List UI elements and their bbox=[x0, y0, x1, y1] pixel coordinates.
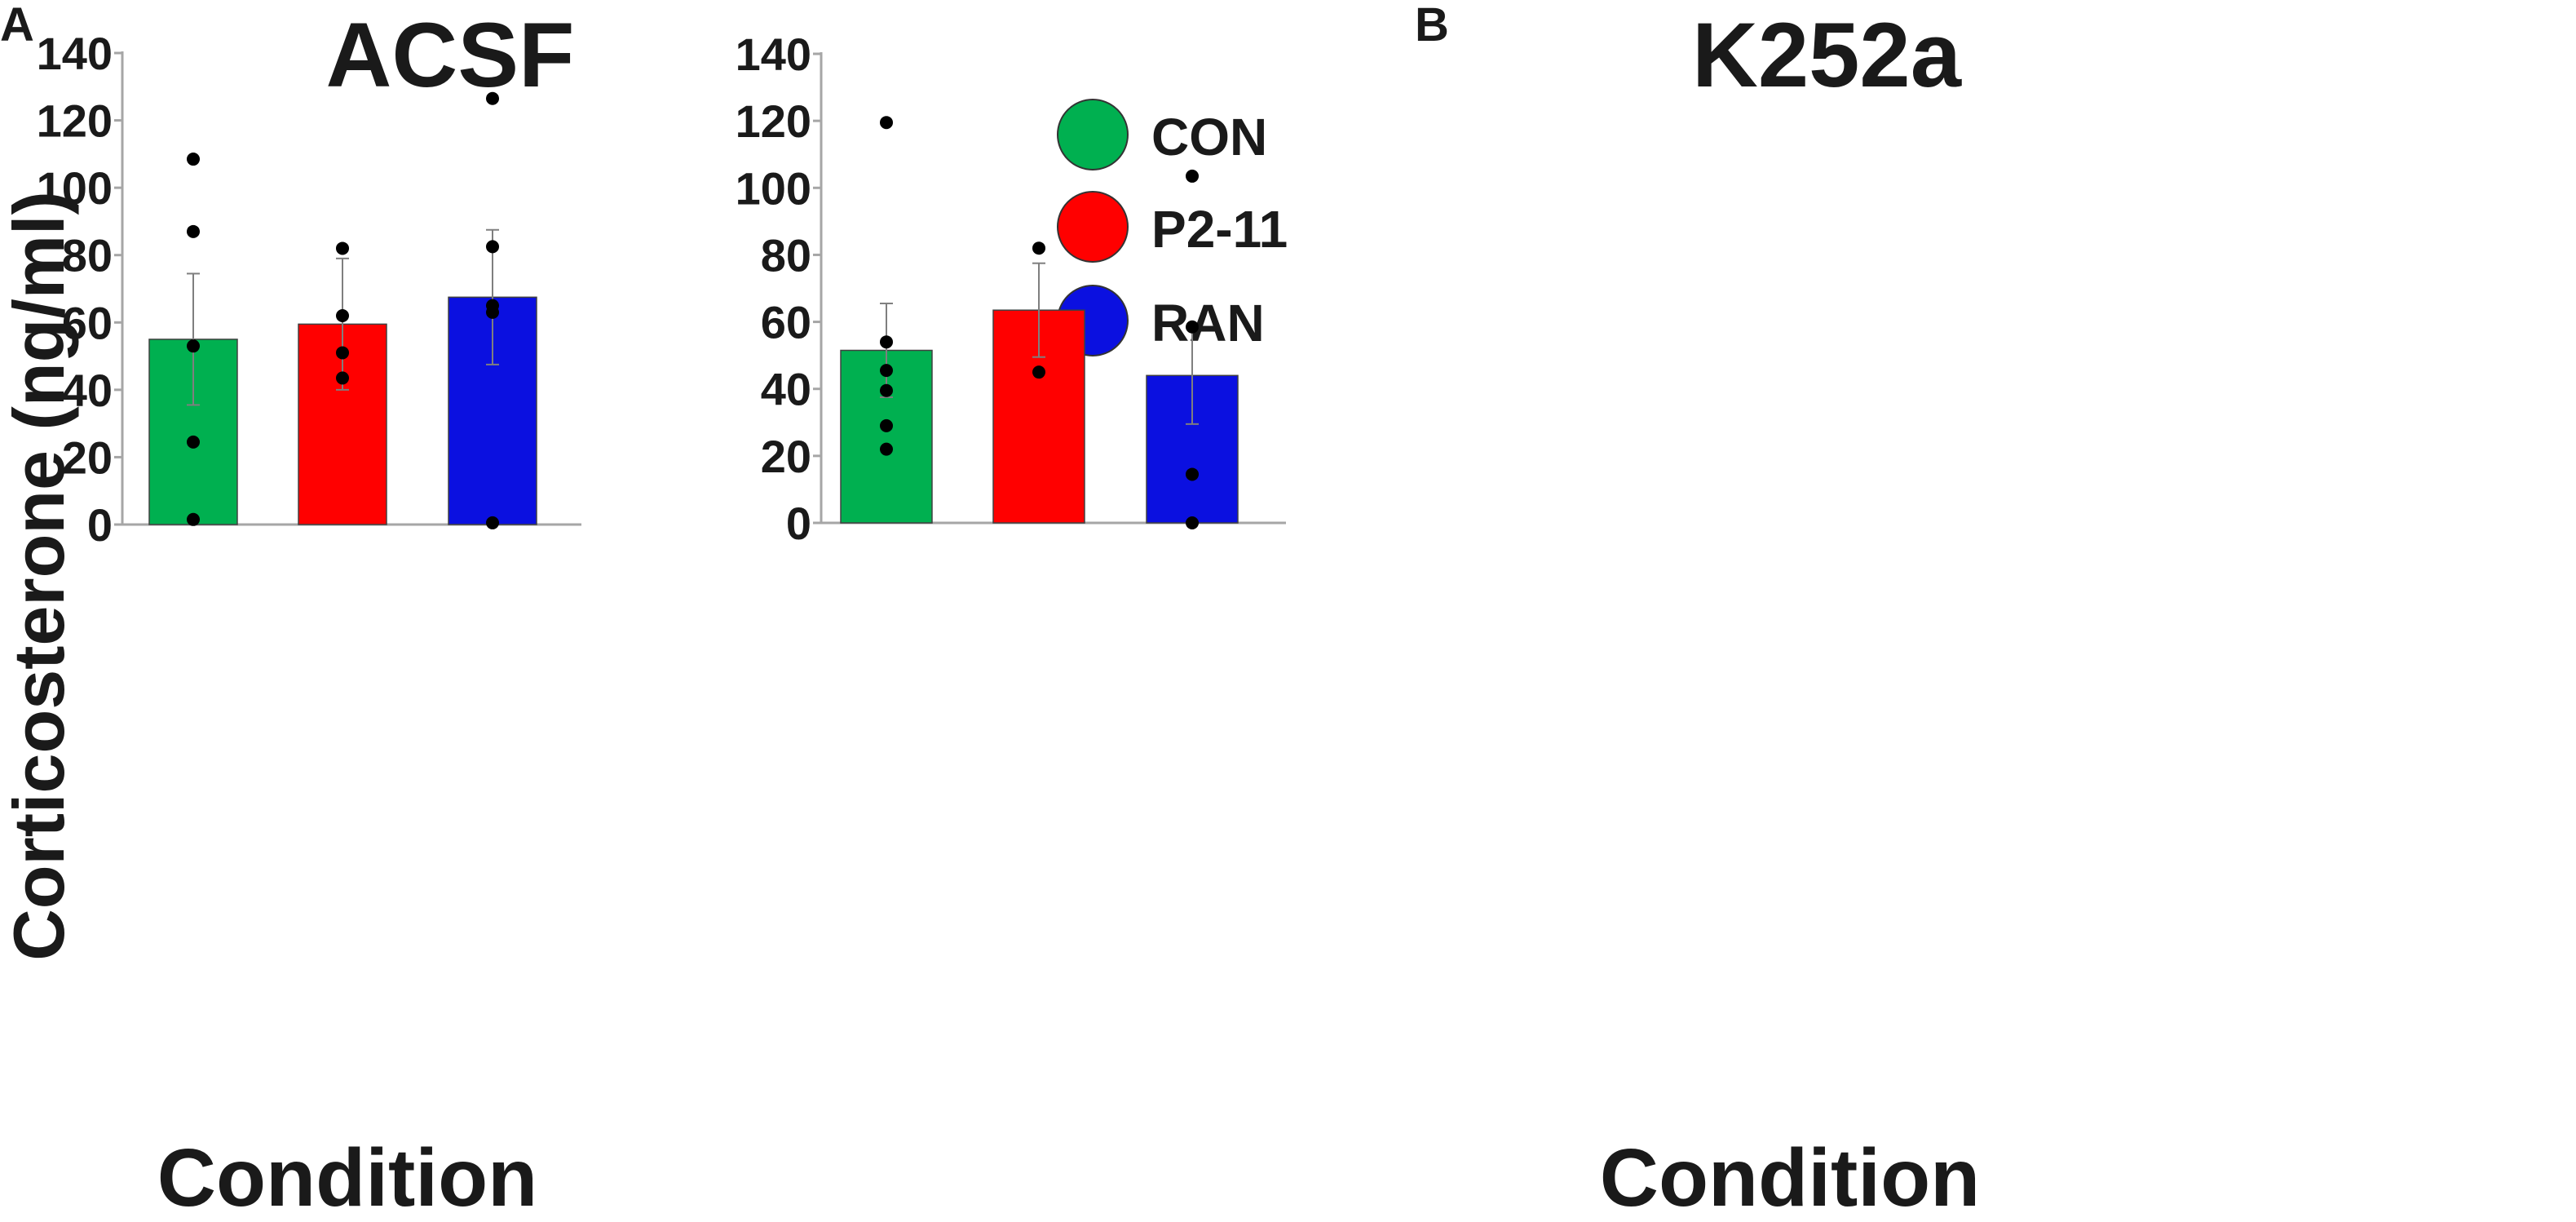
panel-a-plot: 0 20 40 60 80 100 120 140 bbox=[37, 28, 581, 551]
panel-b-data-point bbox=[1186, 320, 1199, 334]
panel-a-data-point bbox=[187, 339, 200, 353]
panel-b-data-point bbox=[880, 335, 893, 349]
panel-b-y-tick-label: 40 bbox=[761, 364, 811, 415]
panel-b-data-point bbox=[1186, 467, 1199, 481]
panel-b-data-point bbox=[880, 383, 893, 397]
panel-b-letter: B bbox=[1415, 0, 1449, 51]
panel-a-data-point bbox=[486, 91, 499, 105]
panel-b-data-point bbox=[880, 418, 893, 432]
panel-a-y-tick-label: 0 bbox=[87, 499, 113, 551]
panel-a-ylabel: Corticosterone (ng/ml) bbox=[0, 191, 79, 961]
panel-a-data-point bbox=[187, 512, 200, 526]
panel-a-y-tick-label: 140 bbox=[37, 28, 113, 79]
panel-b-y-tick-label: 60 bbox=[761, 297, 811, 348]
panel-a-data-point bbox=[336, 309, 349, 323]
panel-a-y-tick-label: 20 bbox=[62, 432, 113, 483]
panel-a-y-tick-label: 80 bbox=[62, 230, 113, 281]
panel-a-data-point bbox=[187, 224, 200, 238]
panel-b-data-point bbox=[1186, 169, 1199, 183]
panel-b-data-point bbox=[880, 442, 893, 456]
legend-label-con: CON bbox=[1151, 108, 1267, 166]
legend-swatch-con bbox=[1057, 99, 1129, 170]
panel-b-data-point bbox=[880, 116, 893, 130]
panel-b-y-tick-label: 0 bbox=[786, 498, 811, 549]
panel-b-data-point bbox=[1032, 365, 1045, 379]
panel-a-data-point bbox=[336, 241, 349, 255]
panel-b-y-tick-label: 140 bbox=[736, 29, 811, 80]
panel-a-data-point bbox=[486, 305, 499, 319]
panel-a-y-tick-label: 40 bbox=[62, 365, 113, 416]
legend-label-ran: RAN bbox=[1151, 294, 1265, 352]
panel-a-data-point bbox=[336, 371, 349, 385]
panel-b-y-tick-label: 20 bbox=[761, 431, 811, 482]
panel-b-xlabel: Condition bbox=[1600, 1132, 1981, 1218]
panel-b-title: K252a bbox=[1692, 4, 1962, 106]
panel-a-y-tick-label: 100 bbox=[37, 162, 113, 214]
panel-b-data-point bbox=[1186, 516, 1199, 529]
panel-a-data-point bbox=[336, 346, 349, 360]
legend: CON P2-11 RAN bbox=[1057, 99, 1288, 356]
panel-a-xlabel: Condition bbox=[157, 1132, 538, 1218]
panel-a-data-point bbox=[486, 240, 499, 254]
panel-b-y-tick-label: 120 bbox=[736, 95, 811, 147]
panel-a-data-point bbox=[187, 435, 200, 449]
panel-b-data-point bbox=[1032, 241, 1045, 255]
legend-label-p2-11: P2-11 bbox=[1151, 200, 1288, 259]
panel-a-letter: A bbox=[0, 0, 34, 51]
panel-b-y-tick-label: 100 bbox=[736, 162, 811, 214]
panel-a-data-point bbox=[187, 153, 200, 166]
panel-a-y-tick-label: 120 bbox=[37, 95, 113, 147]
panel-a-title: ACSF bbox=[326, 4, 575, 106]
panel-a-y-tick-label: 60 bbox=[62, 297, 113, 348]
panel-b-data-point bbox=[880, 364, 893, 378]
panel-b-plot: 0 20 40 60 80 100 120 140 bbox=[736, 29, 1286, 549]
panel-a-data-point bbox=[486, 516, 499, 529]
legend-swatch-p2-11 bbox=[1057, 191, 1129, 263]
panel-b-y-tick-label: 80 bbox=[761, 229, 811, 281]
